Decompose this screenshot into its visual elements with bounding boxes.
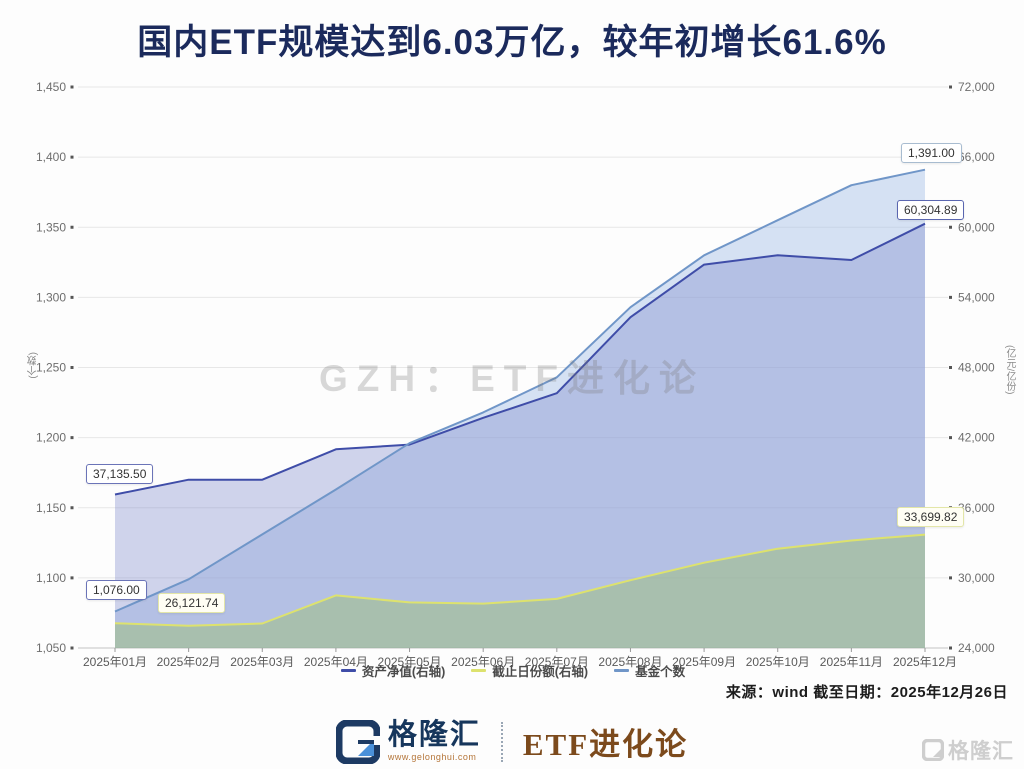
svg-text:66,000: 66,000 [958,150,995,164]
left-axis-title: (个数) [28,352,39,379]
svg-text:48,000: 48,000 [958,361,995,375]
svg-text:30,000: 30,000 [958,571,995,585]
right-axis-title: (亿元/亿份) [1004,345,1015,395]
brand-name: 格隆汇 [387,719,481,751]
svg-text:60,000: 60,000 [958,220,995,234]
data-label: 37,135.50 [86,464,154,484]
gelonghui-brand: 格隆汇 www.gelonghui.com [335,719,481,764]
svg-text:1,200: 1,200 [36,431,66,445]
svg-text:1,450: 1,450 [36,80,66,94]
legend-label: 资产净值(右轴) [361,665,446,679]
data-label: 33,699.82 [897,507,965,527]
footer-brand-bar: 格隆汇 www.gelonghui.com ETF进化论 [0,714,1024,769]
chart-canvas: 1,450 72,000 1,400 66,000 1,350 60,000 1,300 54… [36,80,995,669]
legend-label: 截止日份额(右轴) [492,665,589,679]
corner-watermark: 格隆汇 [922,735,1014,765]
data-label: 60,304.89 [897,200,965,220]
svg-text:2025年03月: 2025年03月 [230,655,294,669]
gelonghui-logo-icon [335,719,380,764]
svg-text:2025年02月: 2025年02月 [157,655,221,669]
footer-divider [500,721,503,762]
svg-text:2025年11月: 2025年11月 [820,655,883,669]
page-title: 国内ETF规模达到6.03万亿，较年初增长61.6% [137,23,887,62]
source-note: 来源：wind 截至日期：2025年12月26日 [725,684,1008,701]
chart-legend: 资产净值(右轴) 截止日份额(右轴) 基金个数 [78,661,948,680]
brand-url: www.gelonghui.com [387,752,477,762]
svg-text:2025年04月: 2025年04月 [304,655,368,669]
svg-text:24,000: 24,000 [958,641,995,655]
svg-text:54,000: 54,000 [958,290,995,304]
svg-text:2025年09月: 2025年09月 [672,655,736,669]
data-label: 26,121.74 [158,593,226,613]
svg-text:1,100: 1,100 [36,571,66,585]
svg-text:1,250: 1,250 [36,361,66,375]
legend-marker-icon [614,669,630,672]
svg-text:2025年12月: 2025年12月 [893,655,957,669]
etf-trend-chart: 1,450 72,000 1,400 66,000 1,350 60,000 1,300 54… [28,80,1015,669]
publication-name: ETF进化论 [522,727,689,762]
svg-text:2025年01月: 2025年01月 [83,655,147,669]
legend-item-2: 基金个数 [614,661,685,680]
legend-item-0: 资产净值(右轴) [340,661,446,680]
svg-text:1,050: 1,050 [36,641,66,655]
svg-text:1,300: 1,300 [36,290,66,304]
corner-watermark-logo-icon [922,739,944,761]
svg-text:2025年10月: 2025年10月 [746,655,810,669]
svg-text:1,400: 1,400 [36,150,66,164]
svg-text:42,000: 42,000 [958,431,995,445]
svg-text:1,350: 1,350 [36,220,66,234]
legend-marker-icon [340,669,356,672]
data-label: 1,076.00 [86,580,147,600]
svg-text:2025年08月: 2025年08月 [598,655,662,669]
legend-marker-icon [471,669,487,672]
svg-text:36,000: 36,000 [958,501,995,515]
corner-watermark-text: 格隆汇 [948,740,1014,763]
svg-text:72,000: 72,000 [958,80,995,94]
svg-text:2025年05月: 2025年05月 [378,655,442,669]
legend-item-1: 截止日份额(右轴) [471,661,588,680]
svg-text:1,150: 1,150 [36,501,66,515]
svg-text:2025年06月: 2025年06月 [451,655,515,669]
legend-label: 基金个数 [635,665,686,679]
data-label: 1,391.00 [901,143,962,163]
svg-text:2025年07月: 2025年07月 [525,655,589,669]
